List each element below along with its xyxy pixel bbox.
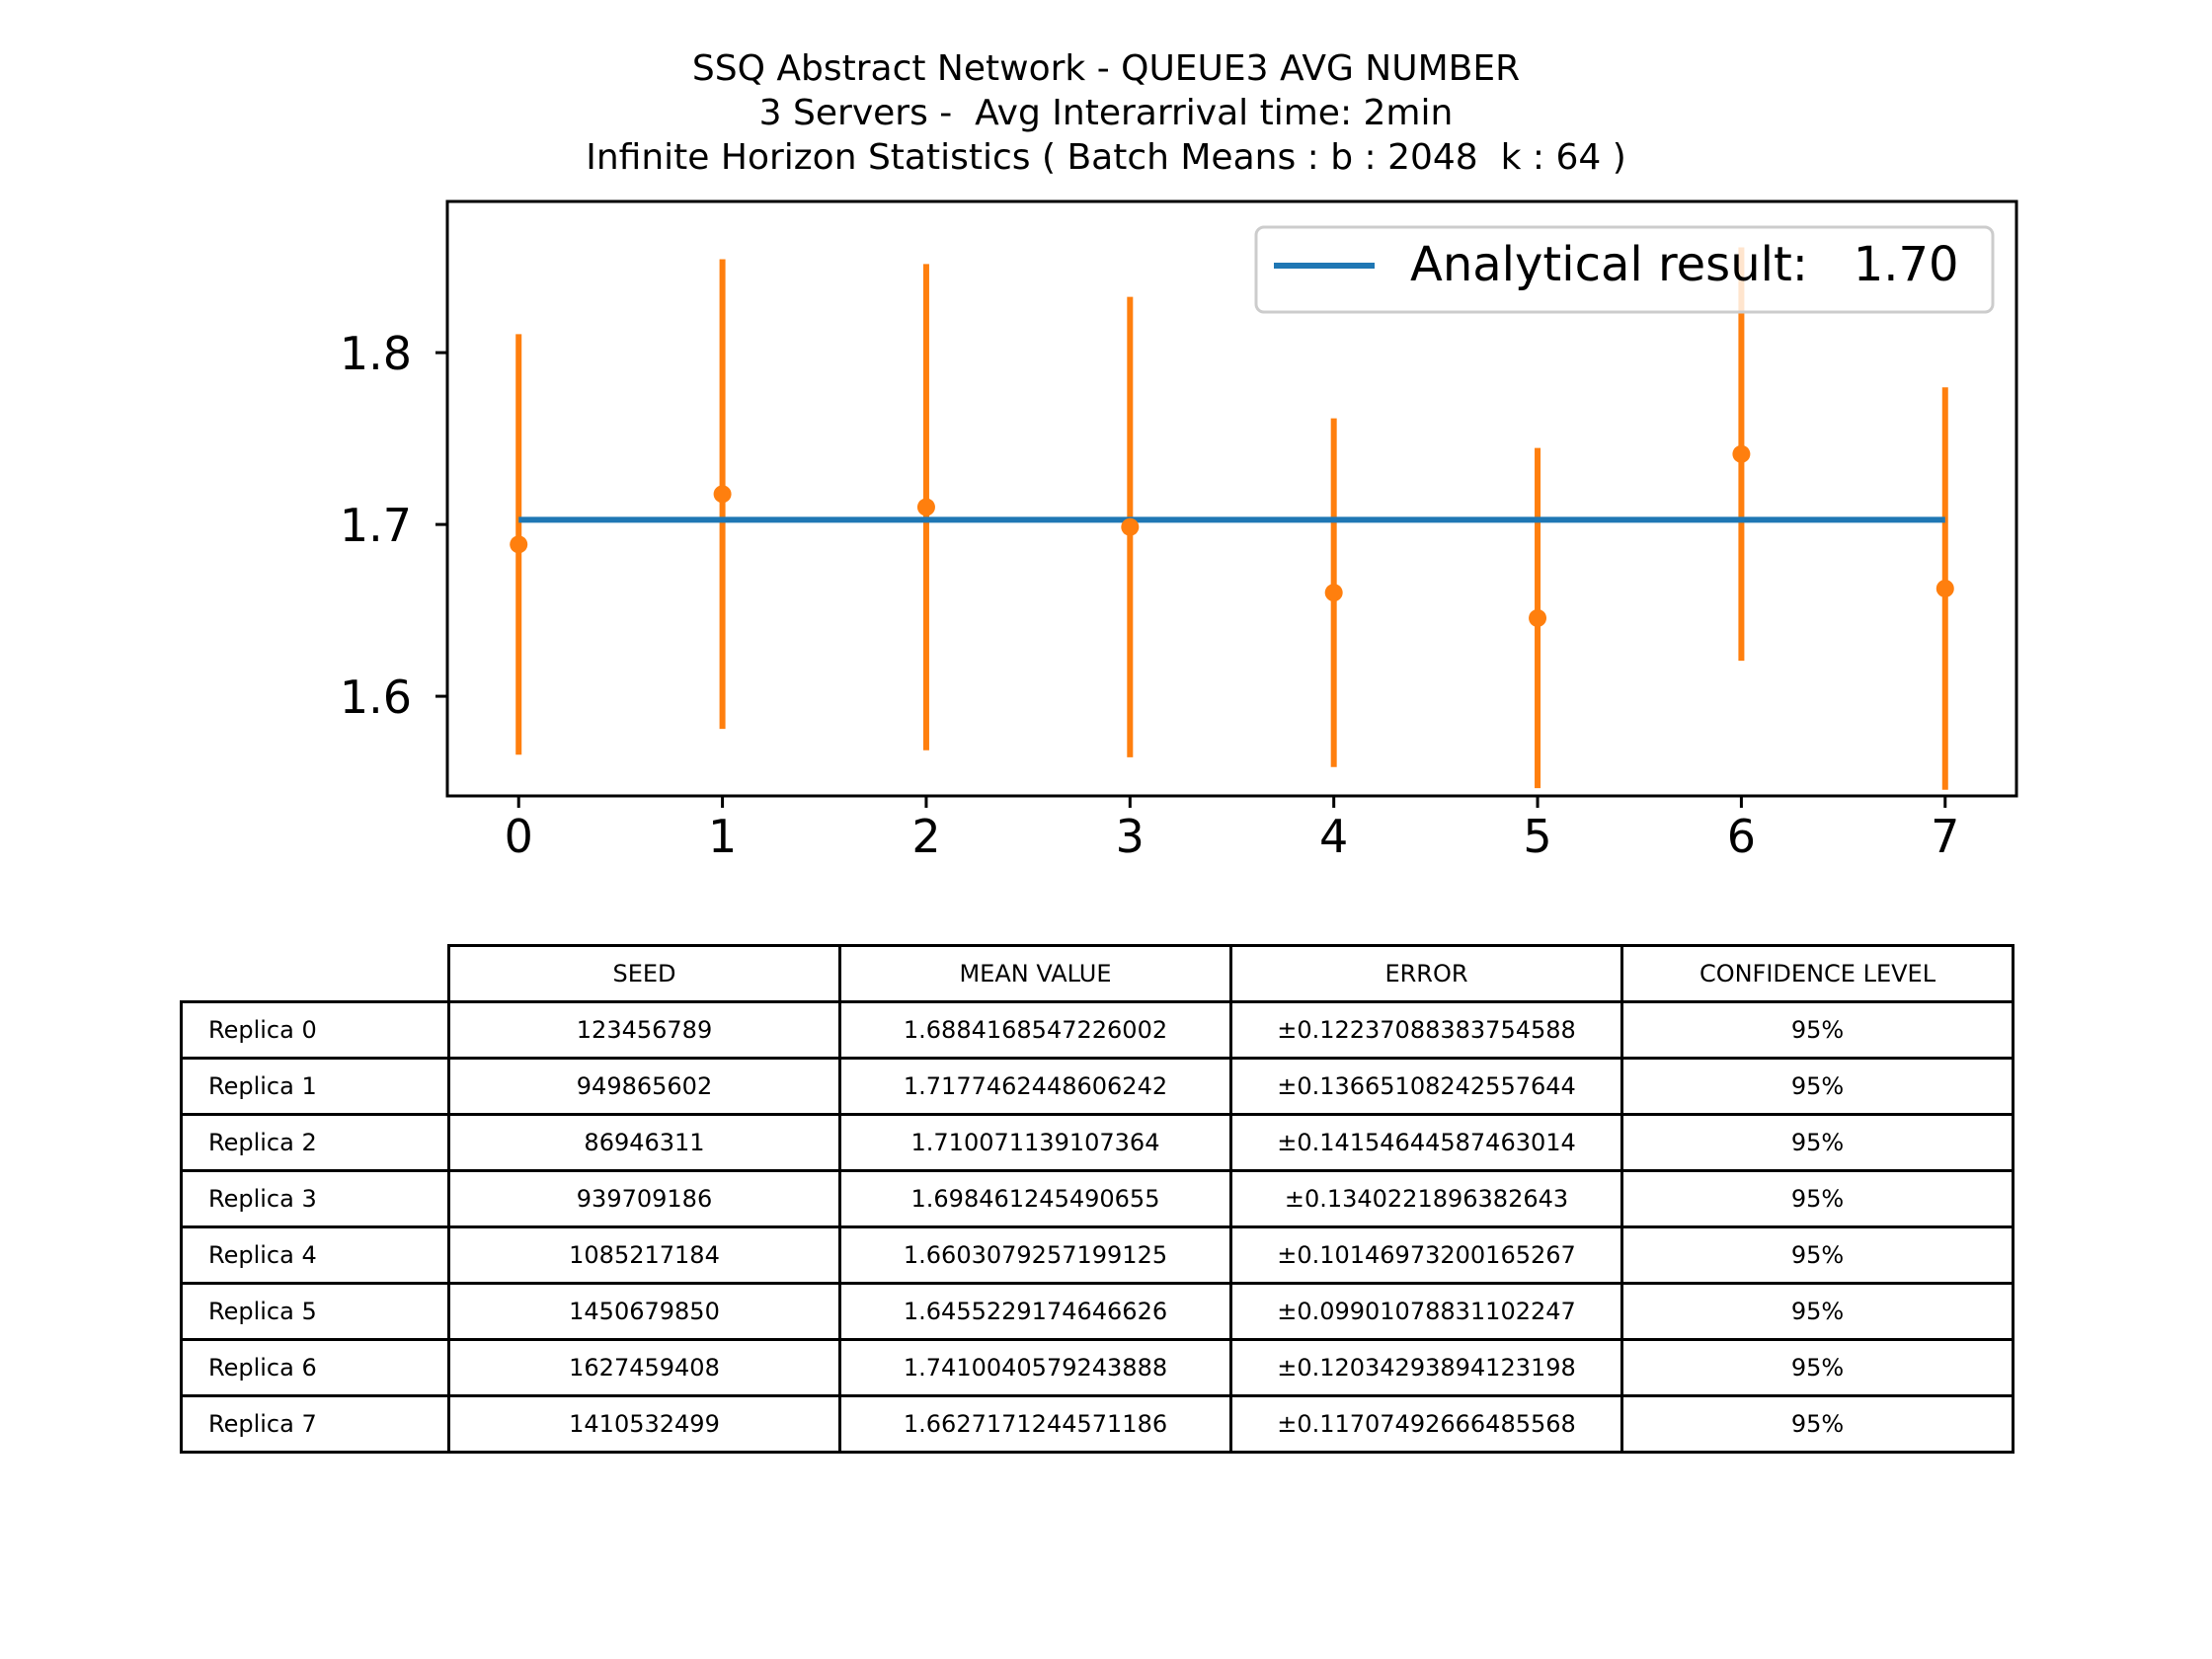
y-tick-label: 1.7 bbox=[340, 499, 412, 552]
row-label-cell: Replica 2 bbox=[180, 1113, 450, 1172]
error-cell: ±0.11707492666485568 bbox=[1229, 1394, 1623, 1454]
mean-point-replica-6 bbox=[1732, 444, 1751, 463]
mean-point-replica-2 bbox=[916, 498, 935, 516]
error-cell: ±0.1340221896382643 bbox=[1229, 1169, 1623, 1228]
mean-point-replica-4 bbox=[1324, 584, 1343, 602]
mean-value-cell: 1.6455229174646626 bbox=[838, 1282, 1232, 1341]
error-cell: ±0.12034293894123198 bbox=[1229, 1338, 1623, 1397]
mean-value-cell: 1.6603079257199125 bbox=[838, 1225, 1232, 1285]
seed-cell: 939709186 bbox=[447, 1169, 841, 1228]
y-tick-label: 1.8 bbox=[340, 327, 412, 380]
mean-point-replica-1 bbox=[713, 485, 732, 504]
error-cell: ±0.14154644587463014 bbox=[1229, 1113, 1623, 1172]
confidence-cell: 95% bbox=[1620, 1169, 2014, 1228]
error-cell: ±0.13665108242557644 bbox=[1229, 1057, 1623, 1116]
mean-value-cell: 1.6884168547226002 bbox=[838, 1000, 1232, 1060]
legend: Analytical result: 1.70 bbox=[1254, 225, 1995, 314]
x-tick-label: 6 bbox=[1727, 810, 1756, 863]
chart-title-line-1: SSQ Abstract Network - QUEUE3 AVG NUMBER bbox=[691, 48, 1521, 89]
legend-box bbox=[1254, 225, 1995, 314]
column-header-mean-value: MEAN VALUE bbox=[838, 944, 1232, 1003]
x-tick-label: 3 bbox=[1116, 810, 1145, 863]
confidence-cell: 95% bbox=[1620, 1000, 2014, 1060]
table-row: Replica 0 123456789 1.6884168547226002 ±0.1… bbox=[180, 1000, 2014, 1060]
mean-value-cell: 1.6627171244571186 bbox=[838, 1394, 1232, 1454]
mean-value-cell: 1.710071139107364 bbox=[838, 1113, 1232, 1172]
y-tick-label: 1.6 bbox=[340, 671, 412, 724]
plot-area-frame bbox=[445, 199, 2018, 798]
seed-cell: 1450679850 bbox=[447, 1282, 841, 1341]
table-row: Replica 5 1450679850 1.6455229174646626 ±0.… bbox=[180, 1282, 2014, 1341]
row-label-cell: Replica 5 bbox=[180, 1282, 450, 1341]
row-label-cell: Replica 6 bbox=[180, 1338, 450, 1397]
table-row: Replica 1 949865602 1.7177462448606242 ±0.1… bbox=[180, 1057, 2014, 1116]
mean-points bbox=[510, 444, 1954, 627]
error-cell: ±0.12237088383754588 bbox=[1229, 1000, 1623, 1060]
x-tick-label: 5 bbox=[1523, 810, 1551, 863]
table-header-row: SEED MEAN VALUE ERROR CONFIDENCE LEVEL bbox=[182, 944, 2014, 1003]
seed-cell: 123456789 bbox=[447, 1000, 841, 1060]
mean-point-replica-0 bbox=[510, 535, 528, 554]
mean-value-cell: 1.698461245490655 bbox=[838, 1169, 1232, 1228]
results-table: SEED MEAN VALUE ERROR CONFIDENCE LEVEL R… bbox=[180, 944, 2014, 1454]
table-corner-cell bbox=[182, 946, 449, 1002]
confidence-cell: 95% bbox=[1620, 1113, 2014, 1172]
axis-layer: 0 1 2 3 4 5 6 7 1.6 1.7 1.8 bbox=[340, 327, 1960, 863]
table-row: Replica 6 1627459408 1.7410040579243888 ±0.… bbox=[180, 1338, 2014, 1397]
x-tick-label: 7 bbox=[1931, 810, 1959, 863]
column-header-confidence-level: CONFIDENCE LEVEL bbox=[1620, 944, 2014, 1003]
x-tick-label: 4 bbox=[1319, 810, 1348, 863]
seed-cell: 86946311 bbox=[447, 1113, 841, 1172]
row-label-cell: Replica 7 bbox=[180, 1394, 450, 1454]
seed-cell: 1627459408 bbox=[447, 1338, 841, 1397]
table-row: Replica 2 86946311 1.710071139107364 ±0.141… bbox=[180, 1113, 2014, 1172]
row-label-cell: Replica 4 bbox=[180, 1225, 450, 1285]
mean-value-cell: 1.7410040579243888 bbox=[838, 1338, 1232, 1397]
error-cell: ±0.10146973200165267 bbox=[1229, 1225, 1623, 1285]
table-row: Replica 3 939709186 1.698461245490655 ±0.13… bbox=[180, 1169, 2014, 1228]
error-cell: ±0.09901078831102247 bbox=[1229, 1282, 1623, 1341]
results-table-body: SEED MEAN VALUE ERROR CONFIDENCE LEVEL R… bbox=[180, 944, 2014, 1454]
mean-point-replica-5 bbox=[1529, 608, 1547, 627]
row-label-cell: Replica 3 bbox=[180, 1169, 450, 1228]
chart-svg: 0 1 2 3 4 5 6 7 1.6 1.7 1.8 Analytical result: 1.7… bbox=[340, 199, 2018, 863]
table-row: Replica 4 1085217184 1.6603079257199125 ±0.… bbox=[180, 1225, 2014, 1285]
seed-cell: 949865602 bbox=[447, 1057, 841, 1116]
mean-point-replica-7 bbox=[1936, 579, 1954, 597]
table-row: Replica 7 1410532499 1.6627171244571186 ±0.… bbox=[180, 1394, 2014, 1454]
chart-title-line-3: Infinite Horizon Statistics ( Batch Mean… bbox=[586, 137, 1626, 178]
row-label-cell: Replica 1 bbox=[180, 1057, 450, 1116]
legend-label-analytical-result: Analytical result: 1.70 bbox=[1410, 237, 1959, 292]
row-label-cell: Replica 0 bbox=[180, 1000, 450, 1060]
mean-value-cell: 1.7177462448606242 bbox=[838, 1057, 1232, 1116]
confidence-cell: 95% bbox=[1620, 1057, 2014, 1116]
column-header-error: ERROR bbox=[1229, 944, 1623, 1003]
column-header-seed: SEED bbox=[447, 944, 841, 1003]
x-tick-label: 1 bbox=[708, 810, 737, 863]
x-tick-label: 0 bbox=[505, 810, 533, 863]
mean-point-replica-3 bbox=[1121, 517, 1140, 536]
seed-cell: 1410532499 bbox=[447, 1394, 841, 1454]
confidence-cell: 95% bbox=[1620, 1282, 2014, 1341]
confidence-cell: 95% bbox=[1620, 1394, 2014, 1454]
confidence-cell: 95% bbox=[1620, 1338, 2014, 1397]
confidence-cell: 95% bbox=[1620, 1225, 2014, 1285]
chart-title-line-2: 3 Servers - Avg Interarrival time: 2min bbox=[758, 93, 1454, 133]
x-tick-label: 2 bbox=[911, 810, 940, 863]
seed-cell: 1085217184 bbox=[447, 1225, 841, 1285]
